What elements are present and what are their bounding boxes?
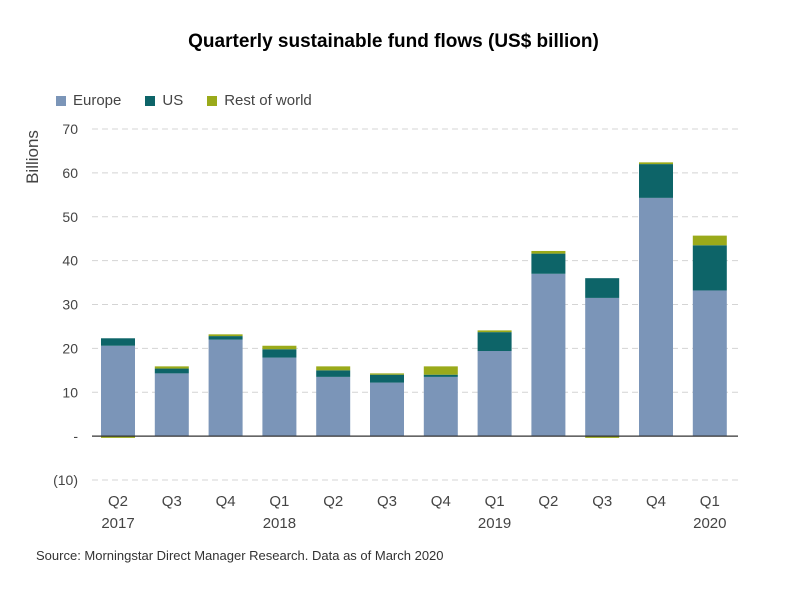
bar-europe [154, 373, 189, 437]
bar-europe [585, 297, 620, 437]
bar-us [585, 278, 620, 298]
y-tick-label: - [73, 428, 78, 444]
bar-us [101, 338, 135, 346]
bar-us [370, 374, 404, 383]
x-tick-year-label: 2020 [693, 515, 726, 532]
x-tick-label: Q2 [108, 493, 128, 510]
bars [101, 162, 727, 438]
y-tick-label: 30 [62, 297, 78, 313]
bar-us [262, 349, 297, 358]
x-tick-label: Q3 [592, 493, 612, 510]
x-tick-label: Q1 [485, 493, 505, 510]
y-axis-label: Billions [23, 130, 42, 184]
legend-item-us: US [145, 92, 183, 109]
bar-europe [477, 351, 512, 437]
bar-rest-of-world [154, 366, 189, 369]
y-tick-label: 10 [62, 384, 78, 400]
bar-europe [692, 290, 727, 437]
x-tick-label: Q2 [323, 493, 343, 510]
gridlines [92, 128, 738, 481]
bar-rest-of-world [316, 366, 351, 371]
bar-rest-of-world [370, 373, 404, 375]
bar-us [692, 245, 727, 291]
x-tick-label: Q4 [646, 493, 666, 510]
y-tick-label: (10) [53, 472, 78, 488]
x-tick-label: Q2 [538, 493, 558, 510]
x-tick-year-label: 2019 [478, 515, 511, 532]
chart-title: Quarterly sustainable fund flows (US$ bi… [188, 31, 599, 52]
bar-europe [262, 357, 297, 437]
bar-europe [639, 197, 673, 437]
legend-item-rest-of-world: Rest of world [207, 92, 312, 109]
legend-swatch-us [145, 95, 156, 106]
y-tick-label: 70 [62, 121, 78, 137]
legend-swatch-rest-of-world [207, 95, 218, 106]
bar-europe [208, 339, 243, 437]
legend-label-europe: Europe [73, 92, 122, 109]
bar-us [639, 164, 673, 198]
bar-europe [531, 273, 566, 437]
y-tick-label: 20 [62, 340, 78, 356]
legend-item-europe: Europe [56, 92, 121, 109]
x-tick-label: Q3 [162, 493, 182, 510]
chart-legend: Europe US Rest of world [56, 92, 336, 109]
bar-rest-of-world [639, 162, 673, 165]
y-tick-label: 40 [62, 253, 78, 269]
bar-rest-of-world [208, 334, 243, 337]
y-tick-label: 60 [62, 165, 78, 181]
y-tick-label: 50 [62, 209, 78, 225]
bar-us [154, 368, 189, 374]
bar-rest-of-world [423, 366, 458, 375]
legend-label-us: US [162, 92, 184, 109]
x-tick-year-label: 2017 [101, 515, 134, 532]
bar-rest-of-world [692, 235, 727, 246]
bar-europe [316, 376, 351, 437]
bar-europe [423, 376, 458, 437]
x-tick-label: Q3 [377, 493, 397, 510]
bar-europe [101, 345, 135, 437]
bar-us [208, 336, 243, 340]
axes: 70 60 50 40 30 20 10 - (10) Q2 2017 Q3 Q4 Q1 2018 Q2 Q3 Q… [53, 121, 738, 532]
x-tick-year-label: 2018 [263, 515, 296, 532]
bar-rest-of-world [101, 436, 135, 438]
bar-rest-of-world [262, 345, 297, 350]
x-tick-label: Q4 [216, 493, 236, 510]
bar-rest-of-world [477, 330, 512, 333]
legend-label-rest-of-world: Rest of world [224, 92, 312, 109]
source-note: Source: Morningstar Direct Manager Resea… [36, 548, 444, 563]
bar-us [423, 374, 458, 377]
bar-us [531, 253, 566, 274]
x-tick-label: Q1 [700, 493, 720, 510]
legend-swatch-europe [56, 95, 66, 106]
x-tick-label: Q4 [431, 493, 451, 510]
x-tick-label: Q1 [269, 493, 289, 510]
bar-rest-of-world [585, 436, 620, 438]
bar-rest-of-world [531, 250, 566, 254]
bar-europe [370, 382, 404, 437]
bar-us [477, 332, 512, 352]
bar-us [316, 370, 351, 377]
